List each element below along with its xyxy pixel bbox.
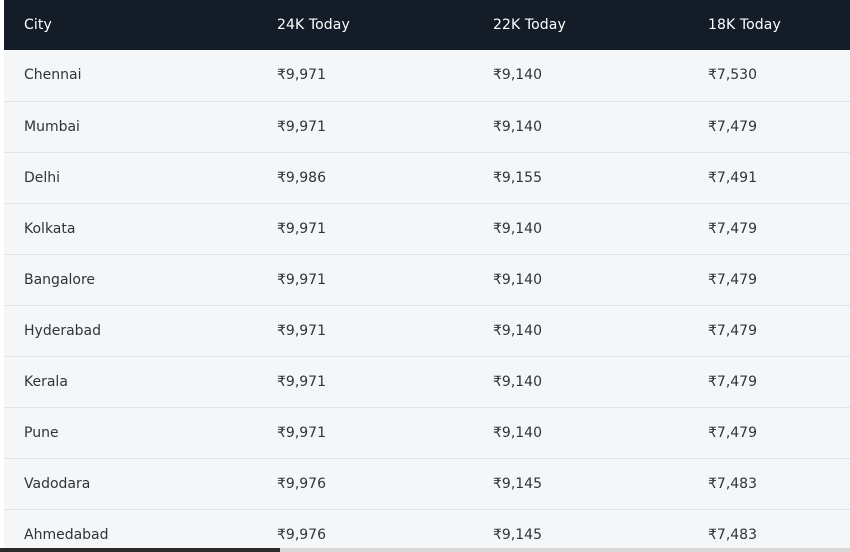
price-18k-cell: ₹7,479 bbox=[708, 305, 850, 357]
city-cell: Ahmedabad bbox=[4, 509, 277, 552]
table-row: Bangalore ₹9,971 ₹9,140 ₹7,479 bbox=[4, 254, 850, 306]
gold-rate-table-container: City 24K Today 22K Today 18K Today Chenn… bbox=[4, 0, 850, 552]
table-row: Ahmedabad ₹9,976 ₹9,145 ₹7,483 bbox=[4, 509, 850, 552]
price-24k-cell: ₹9,971 bbox=[277, 407, 493, 459]
table-body: Chennai ₹9,971 ₹9,140 ₹7,530 Mumbai ₹9,9… bbox=[4, 50, 850, 552]
city-cell: Kerala bbox=[4, 356, 277, 408]
price-22k-cell: ₹9,145 bbox=[493, 509, 708, 552]
price-18k-cell: ₹7,530 bbox=[708, 50, 850, 102]
price-24k-cell: ₹9,971 bbox=[277, 50, 493, 102]
price-22k-cell: ₹9,140 bbox=[493, 101, 708, 153]
header-18k-today: 18K Today bbox=[708, 17, 781, 33]
price-22k-cell: ₹9,140 bbox=[493, 254, 708, 306]
city-cell: Vadodara bbox=[4, 458, 277, 510]
table-row: Vadodara ₹9,976 ₹9,145 ₹7,483 bbox=[4, 458, 850, 510]
table-row: Mumbai ₹9,971 ₹9,140 ₹7,479 bbox=[4, 101, 850, 153]
city-cell: Bangalore bbox=[4, 254, 277, 306]
header-city: City bbox=[24, 17, 52, 33]
price-22k-cell: ₹9,140 bbox=[493, 407, 708, 459]
horizontal-scrollbar[interactable] bbox=[0, 548, 850, 552]
header-row: City 24K Today 22K Today 18K Today bbox=[4, 0, 850, 50]
price-18k-cell: ₹7,479 bbox=[708, 407, 850, 459]
header-24k-today: 24K Today bbox=[277, 17, 350, 33]
price-22k-cell: ₹9,145 bbox=[493, 458, 708, 510]
scrollbar-thumb[interactable] bbox=[0, 548, 280, 552]
header-22k-today: 22K Today bbox=[493, 17, 566, 33]
price-24k-cell: ₹9,976 bbox=[277, 509, 493, 552]
price-22k-cell: ₹9,140 bbox=[493, 356, 708, 408]
table-row: Delhi ₹9,986 ₹9,155 ₹7,491 bbox=[4, 152, 850, 204]
price-22k-cell: ₹9,140 bbox=[493, 305, 708, 357]
price-18k-cell: ₹7,479 bbox=[708, 356, 850, 408]
price-18k-cell: ₹7,483 bbox=[708, 509, 850, 552]
price-24k-cell: ₹9,976 bbox=[277, 458, 493, 510]
price-22k-cell: ₹9,155 bbox=[493, 152, 708, 204]
price-18k-cell: ₹7,479 bbox=[708, 254, 850, 306]
city-cell: Delhi bbox=[4, 152, 277, 204]
table-row: Pune ₹9,971 ₹9,140 ₹7,479 bbox=[4, 407, 850, 459]
price-22k-cell: ₹9,140 bbox=[493, 50, 708, 102]
price-24k-cell: ₹9,986 bbox=[277, 152, 493, 204]
price-18k-cell: ₹7,483 bbox=[708, 458, 850, 510]
table-row: Hyderabad ₹9,971 ₹9,140 ₹7,479 bbox=[4, 305, 850, 357]
city-cell: Hyderabad bbox=[4, 305, 277, 357]
price-18k-cell: ₹7,479 bbox=[708, 101, 850, 153]
price-22k-cell: ₹9,140 bbox=[493, 203, 708, 255]
city-cell: Mumbai bbox=[4, 101, 277, 153]
city-cell: Kolkata bbox=[4, 203, 277, 255]
table-header: City 24K Today 22K Today 18K Today bbox=[4, 0, 850, 50]
city-cell: Pune bbox=[4, 407, 277, 459]
price-18k-cell: ₹7,491 bbox=[708, 152, 850, 204]
price-24k-cell: ₹9,971 bbox=[277, 254, 493, 306]
table-row: Kolkata ₹9,971 ₹9,140 ₹7,479 bbox=[4, 203, 850, 255]
price-24k-cell: ₹9,971 bbox=[277, 305, 493, 357]
city-cell: Chennai bbox=[4, 50, 277, 102]
gold-rate-table: City 24K Today 22K Today 18K Today Chenn… bbox=[4, 0, 850, 552]
table-row: Kerala ₹9,971 ₹9,140 ₹7,479 bbox=[4, 356, 850, 408]
price-24k-cell: ₹9,971 bbox=[277, 101, 493, 153]
price-18k-cell: ₹7,479 bbox=[708, 203, 850, 255]
price-24k-cell: ₹9,971 bbox=[277, 203, 493, 255]
table-row: Chennai ₹9,971 ₹9,140 ₹7,530 bbox=[4, 50, 850, 102]
price-24k-cell: ₹9,971 bbox=[277, 356, 493, 408]
